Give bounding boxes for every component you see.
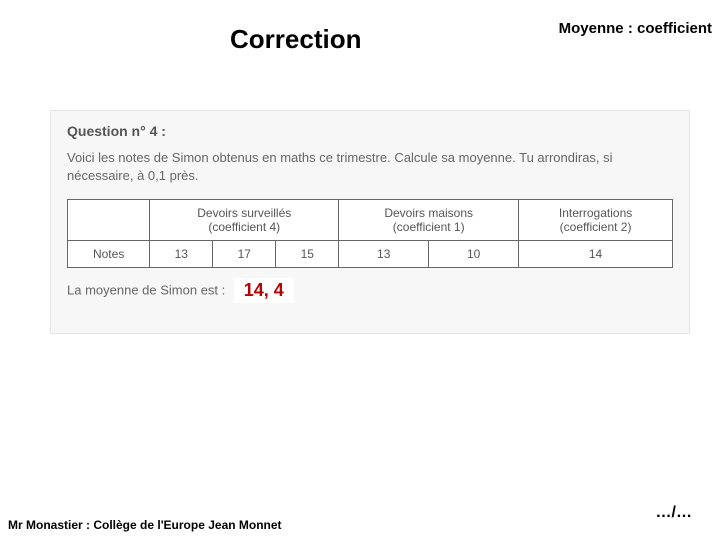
grade-cell: 13 [150, 241, 213, 268]
question-box: Question n° 4 : Voici les notes de Simon… [50, 110, 690, 334]
grade-cell: 15 [276, 241, 339, 268]
grade-cell: 13 [339, 241, 429, 268]
question-label: Question n° 4 : [67, 123, 673, 139]
footer-author: Mr Monastier : Collège de l'Europe Jean … [8, 518, 282, 532]
question-text: Voici les notes de Simon obtenus en math… [67, 149, 673, 185]
grade-cell: 17 [213, 241, 276, 268]
footer-pagination: …/… [656, 504, 692, 522]
grade-cell: 14 [519, 241, 673, 268]
col-header-dm: Devoirs maisons (coefficient 1) [339, 200, 519, 241]
topic-label: Moyenne : coefficient [559, 20, 712, 37]
row-label: Notes [68, 241, 150, 268]
answer-value: 14, 4 [234, 278, 294, 303]
grades-table: Devoirs surveillés (coefficient 4) Devoi… [67, 199, 673, 268]
table-row: Notes 13 17 15 13 10 14 [68, 241, 673, 268]
average-label: La moyenne de Simon est : [67, 283, 225, 298]
grade-cell: 10 [429, 241, 519, 268]
col-header-ds: Devoirs surveillés (coefficient 4) [150, 200, 339, 241]
col-header-interro: Interrogations (coefficient 2) [519, 200, 673, 241]
page-title: Correction [230, 24, 361, 55]
table-corner-cell [68, 200, 150, 241]
table-header-row: Devoirs surveillés (coefficient 4) Devoi… [68, 200, 673, 241]
